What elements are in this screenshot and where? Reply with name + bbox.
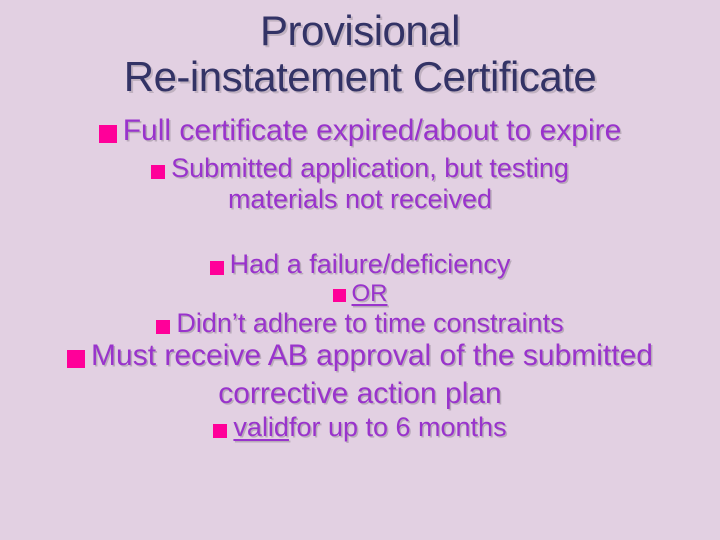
title-line-2: Re-instatement Certificate [124, 53, 597, 100]
square-bullet-icon [99, 125, 117, 143]
bullet-text-cont: materials not received [228, 184, 492, 215]
slide-title: Provisional Re-instatement Certificate [30, 8, 690, 100]
square-bullet-icon [156, 320, 170, 334]
bullet-item-valid: valid for up to 6 months [30, 412, 690, 443]
square-bullet-icon [333, 289, 346, 302]
bullet-item-or: OR [30, 280, 690, 308]
bullet-text: Must receive AB approval of the submitte… [91, 339, 653, 374]
bullet-group-2: Had a failure/deficiency OR Didn’t adher… [30, 249, 690, 443]
bullet-text: OR [352, 280, 388, 308]
bullet-text-cont: corrective action plan [218, 377, 501, 412]
bullet-group-1: Full certificate expired/about to expire… [30, 114, 690, 215]
bullet-item-didnt: Didn’t adhere to time constraints [30, 308, 690, 339]
bullet-text: Didn’t adhere to time constraints [176, 308, 563, 339]
bullet-item-had: Had a failure/deficiency [30, 249, 690, 280]
square-bullet-icon [67, 350, 85, 368]
bullet-text: Had a failure/deficiency [230, 249, 511, 280]
spacer [30, 215, 690, 249]
bullet-item-full: Full certificate expired/about to expire [30, 114, 690, 149]
bullet-text-valid: valid [233, 412, 289, 443]
title-line-1: Provisional [260, 7, 460, 54]
square-bullet-icon [210, 261, 224, 275]
bullet-item-submitted: Submitted application, but testing [30, 153, 690, 184]
slide: Provisional Re-instatement Certificate F… [0, 0, 720, 540]
bullet-text: Submitted application, but testing [171, 153, 569, 184]
bullet-text-valid-rest: for up to 6 months [289, 412, 507, 443]
bullet-item-submitted-cont: materials not received [30, 184, 690, 215]
bullet-item-must-cont: corrective action plan [30, 377, 690, 412]
bullet-text: Full certificate expired/about to expire [123, 114, 622, 149]
square-bullet-icon [213, 424, 227, 438]
square-bullet-icon [151, 165, 165, 179]
bullet-item-must: Must receive AB approval of the submitte… [30, 339, 690, 374]
